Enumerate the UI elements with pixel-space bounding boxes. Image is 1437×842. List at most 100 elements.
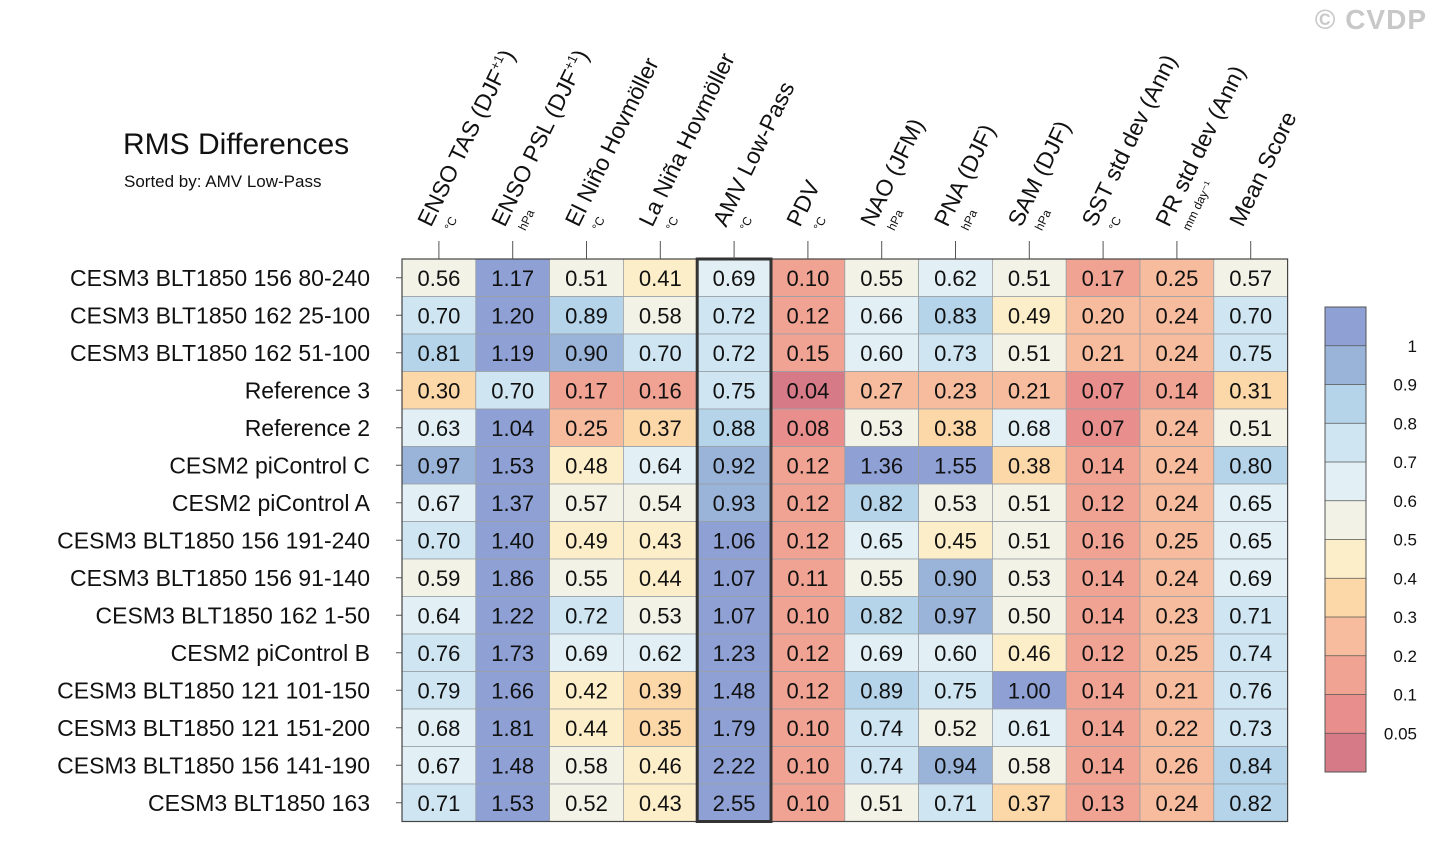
cell-value: 0.25 bbox=[1155, 641, 1198, 666]
cell-value: 2.55 bbox=[713, 791, 756, 816]
cell-value: 0.21 bbox=[1008, 378, 1051, 403]
cell-value: 0.61 bbox=[1008, 716, 1051, 741]
cell-value: 0.69 bbox=[565, 641, 608, 666]
cell-value: 0.73 bbox=[934, 341, 977, 366]
cell-value: 0.12 bbox=[786, 528, 829, 553]
cell-value: 0.73 bbox=[1229, 716, 1272, 741]
cell-value: 0.04 bbox=[786, 378, 829, 403]
colorbar-segment bbox=[1325, 384, 1366, 424]
cell-value: 0.51 bbox=[1008, 491, 1051, 516]
cell-value: 1.79 bbox=[713, 716, 756, 741]
cell-value: 0.60 bbox=[934, 641, 977, 666]
cell-value: 0.55 bbox=[860, 566, 903, 591]
cell-value: 0.59 bbox=[417, 566, 460, 591]
heatmap-cell bbox=[696, 633, 772, 672]
cell-value: 0.25 bbox=[1155, 528, 1198, 553]
cell-value: 1.04 bbox=[491, 416, 534, 441]
cell-value: 0.82 bbox=[860, 491, 903, 516]
colorbar-label: 0.5 bbox=[1393, 531, 1417, 550]
cell-value: 0.53 bbox=[639, 603, 682, 628]
cell-value: 0.84 bbox=[1229, 753, 1272, 778]
cell-value: 0.50 bbox=[1008, 603, 1051, 628]
cell-value: 0.53 bbox=[860, 416, 903, 441]
cell-value: 0.37 bbox=[639, 416, 682, 441]
cell-value: 0.57 bbox=[565, 491, 608, 516]
heatmap-cell bbox=[1139, 558, 1215, 597]
heatmap-cell bbox=[475, 746, 550, 785]
table-border bbox=[401, 258, 1289, 823]
heatmap-cell bbox=[696, 596, 772, 635]
cell-value: 0.94 bbox=[934, 753, 977, 778]
cell-value: 0.58 bbox=[1008, 753, 1051, 778]
heatmap-cell bbox=[1065, 671, 1141, 710]
heatmap-cell bbox=[1065, 258, 1141, 297]
colorbar-label: 0.1 bbox=[1393, 686, 1417, 705]
cell-value: 0.16 bbox=[1082, 528, 1125, 553]
heatmap-cell bbox=[992, 371, 1067, 410]
cell-value: 0.76 bbox=[1229, 678, 1272, 703]
heatmap-cell bbox=[475, 596, 550, 635]
heatmap-cell bbox=[1139, 446, 1215, 485]
heatmap-cell bbox=[992, 783, 1067, 822]
cell-value: 0.62 bbox=[934, 266, 977, 291]
cell-value: 1.81 bbox=[491, 716, 534, 741]
heatmap-cell bbox=[992, 521, 1067, 560]
cell-value: 1.66 bbox=[491, 678, 534, 703]
cell-value: 0.13 bbox=[1082, 791, 1125, 816]
heatmap-cell bbox=[623, 671, 698, 710]
cell-value: 0.72 bbox=[713, 303, 756, 328]
cell-value: 0.82 bbox=[860, 603, 903, 628]
cell-value: 0.75 bbox=[1229, 341, 1272, 366]
heatmap-cell bbox=[401, 746, 477, 785]
cell-value: 0.46 bbox=[1008, 641, 1051, 666]
heatmap-cell bbox=[844, 558, 919, 597]
cell-value: 1.07 bbox=[713, 603, 756, 628]
cell-value: 0.12 bbox=[786, 491, 829, 516]
heatmap-cell bbox=[844, 596, 919, 635]
cell-value: 0.72 bbox=[713, 341, 756, 366]
cell-value: 0.17 bbox=[1082, 266, 1125, 291]
heatmap-cell bbox=[1065, 708, 1141, 747]
cell-value: 0.57 bbox=[1229, 266, 1272, 291]
cell-value: 1.40 bbox=[491, 528, 534, 553]
column-unit: °C bbox=[1106, 214, 1125, 233]
heatmap-cell bbox=[623, 783, 698, 822]
column-header: Mean Score bbox=[1224, 107, 1302, 230]
cell-value: 0.22 bbox=[1155, 716, 1198, 741]
cell-value: 0.23 bbox=[1155, 603, 1198, 628]
cell-value: 0.24 bbox=[1155, 303, 1198, 328]
cell-value: 0.20 bbox=[1082, 303, 1125, 328]
heatmap-cell bbox=[1065, 446, 1141, 485]
heatmap-cell bbox=[475, 258, 550, 297]
heatmap-cell bbox=[549, 596, 624, 635]
cell-value: 0.70 bbox=[1229, 303, 1272, 328]
cell-value: 1.55 bbox=[934, 453, 977, 478]
heatmap-cell bbox=[1213, 296, 1289, 335]
heatmap-cell bbox=[623, 258, 698, 297]
cell-value: 0.70 bbox=[417, 528, 460, 553]
cell-value: 0.21 bbox=[1155, 678, 1198, 703]
cell-value: 0.31 bbox=[1229, 378, 1272, 403]
heatmap-cell bbox=[696, 446, 772, 485]
heatmap-cell bbox=[918, 708, 993, 747]
cell-value: 0.67 bbox=[417, 491, 460, 516]
cell-value: 0.70 bbox=[639, 341, 682, 366]
cell-value: 0.93 bbox=[713, 491, 756, 516]
colorbar-segment bbox=[1325, 500, 1366, 540]
cell-value: 0.14 bbox=[1082, 753, 1125, 778]
column-unit: hPa bbox=[884, 207, 906, 233]
heatmap-cell bbox=[770, 746, 846, 785]
cell-value: 0.74 bbox=[860, 716, 903, 741]
column-label: Mean Score bbox=[1224, 107, 1302, 230]
cell-value: 0.69 bbox=[713, 266, 756, 291]
heatmap-cell bbox=[992, 333, 1067, 372]
cell-value: 0.37 bbox=[1008, 791, 1051, 816]
heatmap-cell bbox=[1065, 596, 1141, 635]
cell-value: 0.39 bbox=[639, 678, 682, 703]
heatmap-cell bbox=[623, 446, 698, 485]
cell-value: 0.68 bbox=[1008, 416, 1051, 441]
heatmap-cell bbox=[992, 446, 1067, 485]
cell-value: 0.74 bbox=[860, 753, 903, 778]
cell-value: 0.66 bbox=[860, 303, 903, 328]
cell-value: 0.65 bbox=[1229, 528, 1272, 553]
